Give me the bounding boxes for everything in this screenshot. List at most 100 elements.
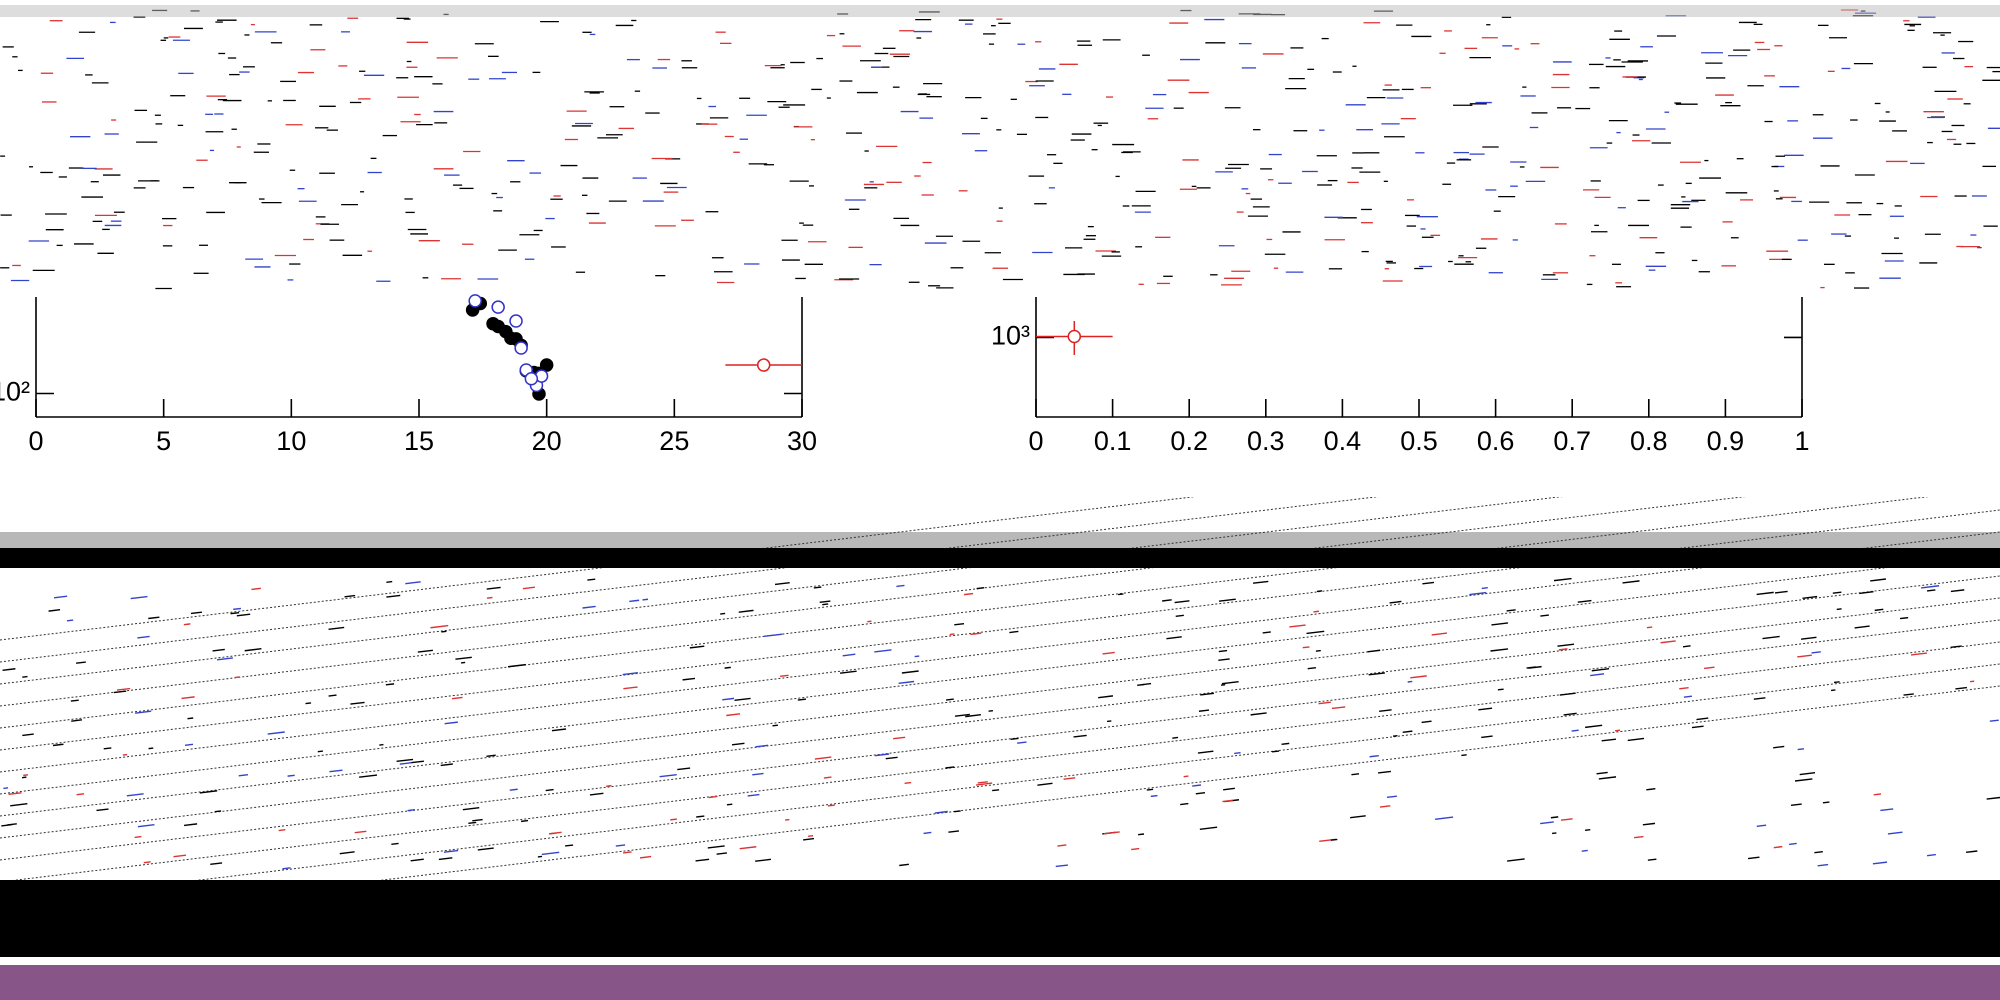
noise-dash <box>468 821 477 825</box>
noise-dash <box>438 857 453 861</box>
noise-dash <box>1571 729 1579 732</box>
noise-dash <box>1221 680 1239 685</box>
noise-dash <box>477 847 494 851</box>
noise-dash <box>1551 832 1557 835</box>
noise-dash <box>722 697 735 701</box>
noise-dash <box>1753 697 1766 700</box>
noise-dash <box>977 781 988 784</box>
noise-dash <box>339 851 355 855</box>
noise-dash <box>2 668 16 671</box>
noise-dash <box>803 837 815 841</box>
noise-dash <box>1180 802 1189 806</box>
noise-dash <box>677 767 691 771</box>
noise-dash <box>1098 695 1114 699</box>
noise-dash <box>615 844 626 847</box>
noise-dash <box>1811 651 1821 654</box>
noise-dash <box>1756 591 1774 596</box>
noise-dash <box>22 776 27 779</box>
noise-dash <box>1218 598 1236 602</box>
noise-dash <box>1797 748 1805 751</box>
noise-dash <box>874 753 890 757</box>
noise-dash <box>1103 831 1120 835</box>
y-tick-label: 10² <box>0 377 30 407</box>
noise-dash <box>551 728 567 732</box>
noise-dash <box>976 587 985 590</box>
noise-dash <box>230 612 240 615</box>
noise-dash <box>287 774 295 777</box>
noise-dash <box>1262 631 1271 634</box>
noise-dash <box>739 846 757 850</box>
noise-dash <box>772 724 779 727</box>
noise-dash <box>417 649 434 653</box>
noise-dash <box>137 635 150 639</box>
noise-dash <box>659 773 677 778</box>
noise-dash <box>1646 626 1653 629</box>
noise-dash <box>1150 794 1158 798</box>
noise-dash <box>1540 614 1549 617</box>
noise-dash <box>670 818 677 821</box>
noise-dash <box>1146 788 1154 791</box>
noise-dash <box>896 584 905 588</box>
noise-dash <box>1289 624 1306 628</box>
y-tick-label: 10³ <box>991 321 1030 351</box>
noise-dash <box>1386 795 1397 799</box>
noise-dash <box>1870 578 1886 582</box>
noise-dash <box>405 581 421 585</box>
noise-dash <box>328 626 345 631</box>
noise-dash <box>747 793 760 797</box>
noise-dash <box>949 633 955 636</box>
noise-dash <box>1137 833 1145 836</box>
noise-dash <box>455 656 472 660</box>
noise-dash <box>946 698 954 701</box>
noise-dash <box>1199 826 1218 830</box>
noise-dash <box>1955 686 1967 690</box>
noise-dash <box>976 782 993 786</box>
noise-dash <box>329 769 343 773</box>
noise-dash <box>199 790 218 794</box>
noise-dash <box>233 607 242 611</box>
noise-dash <box>901 670 919 674</box>
noise-dash <box>1318 701 1331 705</box>
noise-dash <box>1222 799 1233 803</box>
noise-dash <box>1596 771 1608 775</box>
noise-band <box>0 5 2000 17</box>
noise-dash <box>214 810 222 813</box>
point <box>514 341 528 355</box>
noise-dash <box>507 663 526 668</box>
noise-dash <box>992 789 1000 792</box>
noise-band <box>0 532 2000 548</box>
noise-dash <box>148 747 154 750</box>
noise-dash <box>1822 801 1830 804</box>
point <box>509 314 523 328</box>
noise-dash <box>1696 717 1709 721</box>
noise-dash <box>948 830 960 833</box>
x-tick-label: 30 <box>787 426 817 456</box>
noise-dash <box>1704 666 1715 670</box>
noise-dash <box>1469 591 1487 596</box>
noise-dash <box>1762 635 1780 640</box>
noise-dash <box>1063 777 1076 780</box>
noise-dash <box>3 787 9 790</box>
noise-dash <box>1174 600 1190 604</box>
noise-dash <box>1633 835 1644 839</box>
noise-dash <box>126 793 144 797</box>
noise-dash <box>1315 649 1321 652</box>
noise-dash <box>755 744 769 748</box>
noise-dash <box>1986 796 2000 800</box>
noise-dash <box>1591 668 1610 672</box>
noise-dash <box>282 867 291 870</box>
noise-dash <box>1368 672 1385 676</box>
noise-dash <box>66 619 74 622</box>
point <box>524 372 539 386</box>
noise-dash <box>541 851 560 856</box>
noise-dash <box>1009 630 1019 634</box>
noise-dash <box>565 844 574 847</box>
noise-dash <box>1422 581 1435 585</box>
black-band <box>0 548 2000 568</box>
noise-dash <box>234 676 240 679</box>
noise-dash <box>1560 818 1573 821</box>
x-tick-label: 25 <box>659 426 689 456</box>
noise-dash <box>1682 645 1691 648</box>
noise-dash <box>354 830 367 834</box>
